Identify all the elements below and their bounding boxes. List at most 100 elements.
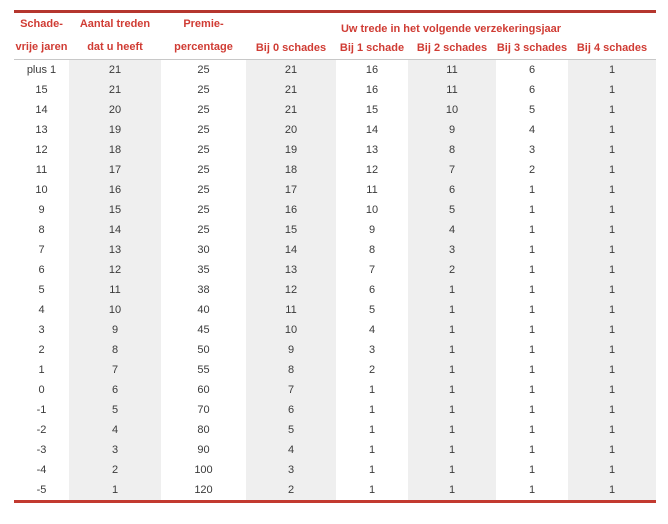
- table-cell: -2: [36, 423, 47, 436]
- table-cell: 13: [246, 259, 336, 280]
- table-row: -3 3 90 4 1 1 1 1: [14, 439, 656, 460]
- header-aantal-treden: Aantal treden dat u heeft: [69, 13, 161, 60]
- header-premiepercentage: Premie- percentage: [161, 13, 246, 60]
- table-row: -1 5 70 6 1 1 1 1: [14, 399, 656, 420]
- table-cell: 1: [38, 363, 45, 376]
- table-cell: plus 1: [26, 63, 57, 76]
- table-cell: 3: [38, 323, 45, 336]
- table-cell: 1: [69, 479, 161, 500]
- table-cell: 1: [408, 319, 496, 340]
- table-cell: 1: [408, 279, 496, 300]
- table-cell: 2: [528, 163, 536, 176]
- table-cell: 5: [38, 283, 45, 296]
- table-cell: 1: [368, 483, 376, 496]
- table-cell: 7: [408, 159, 496, 180]
- table-cell: 7: [69, 359, 161, 380]
- table-cell: 1: [408, 419, 496, 440]
- header-row-sub: Bij 0 schades Bij 1 schade Bij 2 schades…: [14, 37, 656, 61]
- table-cell: 25: [197, 103, 210, 116]
- table-cell: 10: [408, 99, 496, 120]
- header-premiepercentage-line2: percentage: [174, 41, 233, 53]
- table-cell: 1: [528, 283, 536, 296]
- table-cell: -4: [36, 463, 47, 476]
- table-cell: 25: [197, 203, 210, 216]
- table-cell: 6: [408, 179, 496, 200]
- table-cell: 1: [568, 59, 656, 80]
- table-cell: 1: [568, 359, 656, 380]
- table-cell: 9: [69, 319, 161, 340]
- table-cell: 1: [568, 179, 656, 200]
- table-cell: 6: [528, 63, 536, 76]
- table-cell: 1: [528, 243, 536, 256]
- table-cell: 12: [365, 163, 379, 176]
- table-cell: 19: [69, 119, 161, 140]
- table-cell: 12: [246, 279, 336, 300]
- table-cell: 13: [69, 239, 161, 260]
- table-cell: 1: [408, 459, 496, 480]
- table-cell: 21: [246, 59, 336, 80]
- table-cell: 5: [246, 419, 336, 440]
- table-cell: 55: [197, 363, 210, 376]
- table-cell: 90: [197, 443, 210, 456]
- table-row: -4 2 100 3 1 1 1 1: [14, 459, 656, 480]
- table-cell: 25: [197, 223, 210, 236]
- table-cell: 2: [69, 459, 161, 480]
- table-cell: 2: [408, 259, 496, 280]
- table-cell: 3: [528, 143, 536, 156]
- table-cell: 5: [408, 199, 496, 220]
- table-cell: 12: [69, 259, 161, 280]
- table-cell: 8: [368, 243, 376, 256]
- table-cell: 1: [568, 259, 656, 280]
- table-cell: 1: [368, 463, 376, 476]
- header-schadevrije-jaren-line2: vrije jaren: [15, 41, 68, 53]
- table-cell: 6: [246, 399, 336, 420]
- table-cell: 10: [69, 299, 161, 320]
- table-cell: 1: [528, 203, 536, 216]
- table-cell: 30: [197, 243, 210, 256]
- table-row: 9 15 25 16 10 5 1 1: [14, 199, 656, 220]
- header-premiepercentage-line1: Premie-: [183, 18, 224, 30]
- table-cell: 1: [408, 439, 496, 460]
- table-cell: 11: [408, 79, 496, 100]
- table-cell: 1: [408, 479, 496, 500]
- table-cell: 1: [408, 359, 496, 380]
- table-cell: 4: [368, 323, 376, 336]
- table-cell: 21: [69, 79, 161, 100]
- table-cell: 25: [197, 143, 210, 156]
- table-cell: 1: [568, 479, 656, 500]
- table-cell: 21: [69, 59, 161, 80]
- table-cell: 1: [528, 183, 536, 196]
- table-cell: 14: [69, 219, 161, 240]
- table-cell: 1: [568, 99, 656, 120]
- table-row: 3 9 45 10 4 1 1 1: [14, 319, 656, 340]
- table-cell: 1: [528, 483, 536, 496]
- table-cell: 11: [246, 299, 336, 320]
- table-cell: 14: [246, 239, 336, 260]
- top-rule: [14, 10, 656, 13]
- table-cell: 1: [568, 239, 656, 260]
- table-cell: 8: [38, 223, 45, 236]
- table-cell: 9: [246, 339, 336, 360]
- table-row: 0 6 60 7 1 1 1 1: [14, 379, 656, 400]
- table-cell: 8: [246, 359, 336, 380]
- table-cell: 50: [197, 343, 210, 356]
- table-cell: 1: [568, 339, 656, 360]
- table-cell: -1: [36, 403, 47, 416]
- table-cell: 11: [408, 59, 496, 80]
- table-cell: 18: [69, 139, 161, 160]
- table-cell: 1: [568, 219, 656, 240]
- table-cell: 3: [408, 239, 496, 260]
- header-row-top: Schade- vrije jaren Aantal treden dat u …: [14, 13, 656, 60]
- table-cell: 1: [408, 379, 496, 400]
- premium-ladder-table: Schade- vrije jaren Aantal treden dat u …: [14, 13, 656, 500]
- table-cell: 1: [528, 303, 536, 316]
- table-row: 4 10 40 11 5 1 1 1: [14, 299, 656, 320]
- table-cell: 21: [246, 99, 336, 120]
- table-cell: 45: [197, 323, 210, 336]
- table-cell: 1: [368, 403, 376, 416]
- table-cell: 4: [38, 303, 45, 316]
- header-group-volgend-verzekeringsjaar: Uw trede in het volgende verzekeringsjaa…: [340, 23, 562, 36]
- table-cell: 6: [69, 379, 161, 400]
- table-cell: 1: [368, 383, 376, 396]
- table-cell: 14: [35, 103, 48, 116]
